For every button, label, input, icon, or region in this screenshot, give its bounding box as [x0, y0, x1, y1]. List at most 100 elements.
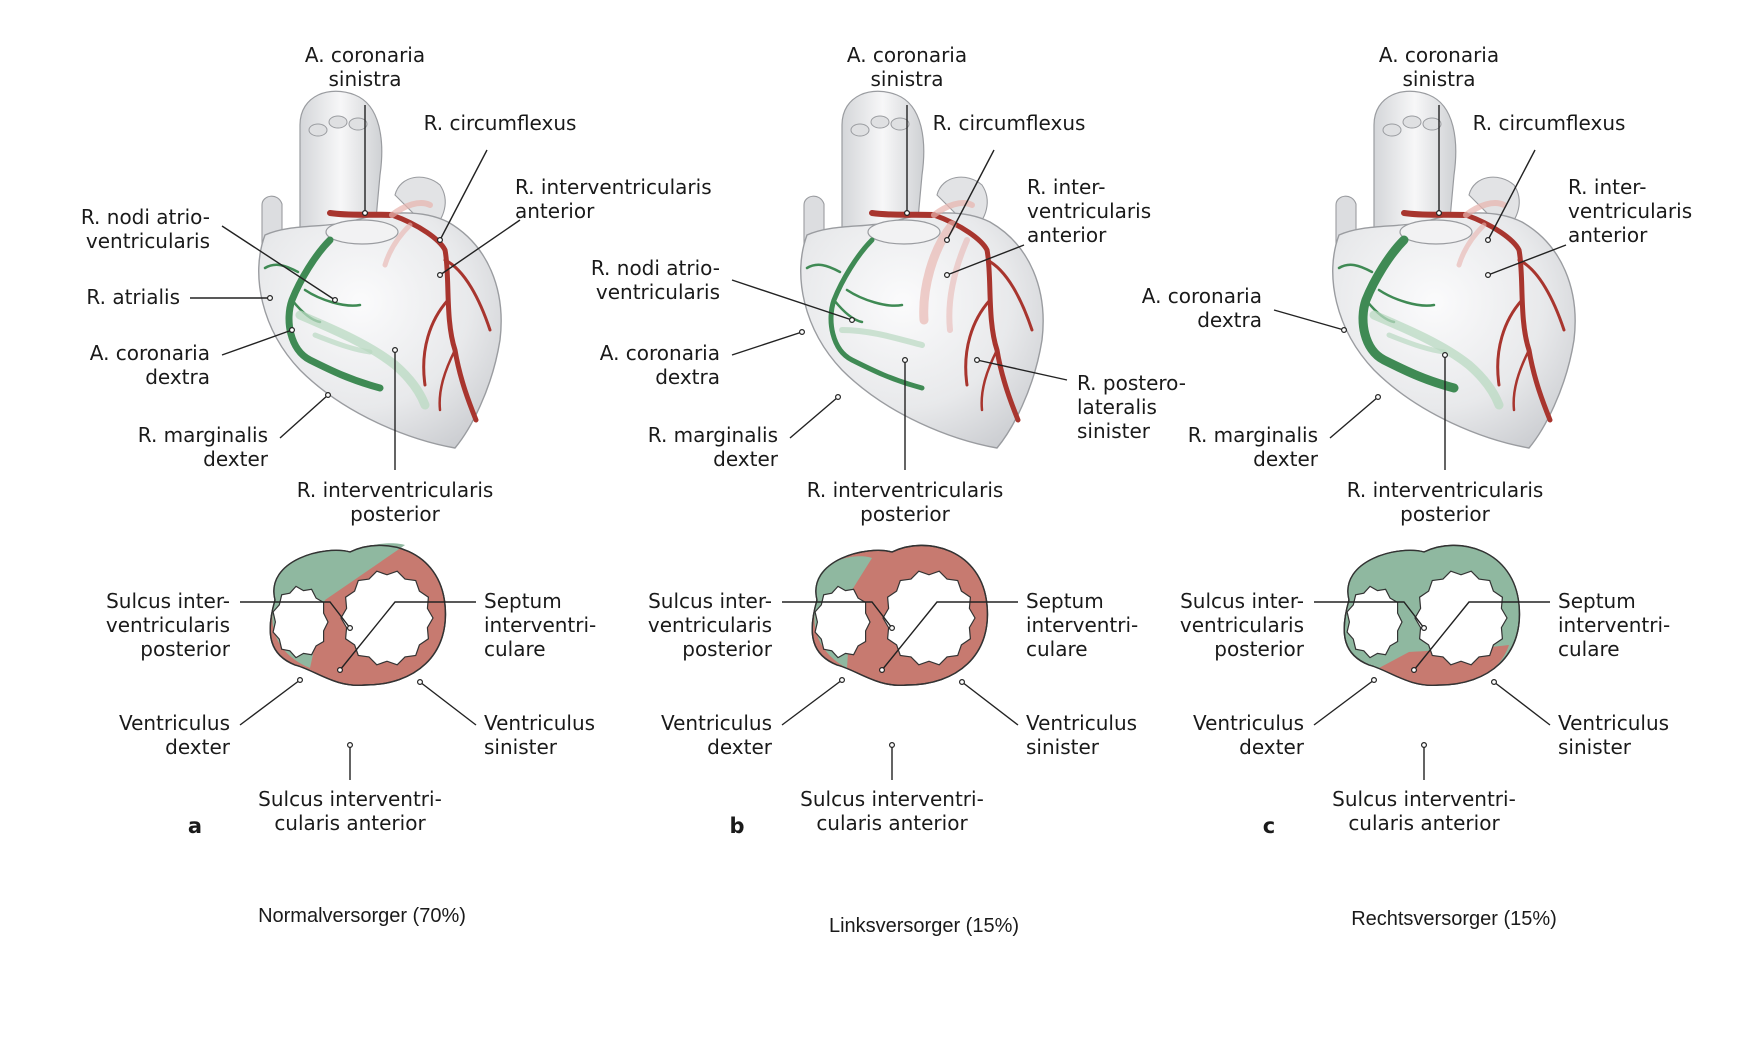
heart-icon — [1332, 212, 1576, 449]
great-vessel-icon — [348, 117, 368, 131]
label-septum-line: interventri- — [1026, 613, 1138, 637]
label-sulcus-anterior-line: Sulcus interventri- — [800, 787, 984, 811]
label-ventriculus-dexter-line: dexter — [165, 735, 231, 759]
leader-r-circumflexus — [1487, 149, 1536, 241]
aorta-icon — [299, 90, 383, 231]
label-r-iv-posterior: R. interventricularis posterior — [807, 478, 1004, 526]
label-a-coronaria-sinistra-line: sinistra — [871, 67, 944, 91]
label-sulcus-posterior-line: posterior — [682, 637, 773, 661]
label-a-coronaria-dextra: A. coronaria dextra — [1142, 284, 1262, 332]
lad-distal-branch — [980, 348, 999, 412]
leader-sulcus-posterior — [240, 601, 351, 629]
leader-r-circumflexus — [946, 149, 995, 241]
label-ventriculus-dexter-line: dexter — [707, 735, 773, 759]
label-r-circumflexus-line: R. circumflexus — [1473, 111, 1626, 135]
label-ventriculus-sinister-line: Ventriculus — [1558, 711, 1669, 735]
heart-icon — [800, 212, 1044, 449]
label-sulcus-posterior: Sulcus inter-ventricularis posterior — [648, 589, 773, 661]
lad-diagonal-branch — [985, 258, 1034, 332]
label-sulcus-posterior-line: Sulcus inter- — [1180, 589, 1304, 613]
leader-r-iv-posterior-dot — [392, 347, 399, 354]
great-vessel-icon — [328, 115, 348, 129]
label-r-iv-posterior: R. interventricularis posterior — [1347, 478, 1544, 526]
leader-septum-dot — [879, 666, 886, 673]
label-r-iv-anterior-line: R. inter- — [1568, 175, 1646, 199]
label-r-iv-posterior-line: posterior — [350, 502, 441, 526]
label-r-iv-posterior: R. interventricularis posterior — [297, 478, 494, 526]
label-sulcus-posterior-line: Sulcus inter- — [648, 589, 772, 613]
panel-letter: c — [1263, 814, 1275, 838]
leader-r-iv-anterior-dot — [437, 272, 444, 279]
label-ventriculus-sinister-line: sinister — [484, 735, 558, 759]
valve-ring-icon — [1399, 219, 1473, 245]
label-septum: Septum interventri-culare — [1026, 589, 1138, 661]
leader-r-iv-posterior-dot — [1442, 352, 1449, 359]
label-r-marginalis-line: R. marginalis — [648, 423, 778, 447]
great-vessel-icon — [1402, 115, 1422, 129]
leader-r-circumflexus-dot — [944, 237, 951, 244]
label-a-coronaria-dextra-line: dextra — [145, 365, 210, 389]
label-a-coronaria-sinistra: A. coronaria sinistra — [305, 43, 425, 91]
r-iv-posterior-faint — [295, 310, 430, 410]
label-r-marginalis-line: R. marginalis — [1188, 423, 1318, 447]
label-r-iv-anterior: R. interventricularis anterior — [515, 175, 712, 223]
leader-r-marginalis — [1329, 396, 1379, 439]
leader-r-marginalis-dot — [325, 392, 332, 399]
label-r-iv-anterior-line: R. interventricularis — [515, 175, 712, 199]
r-circumflexus-vessel — [1463, 200, 1507, 218]
label-r-marginalis: R. marginalis dexter — [138, 423, 269, 471]
leader-ventriculus-dexter — [239, 679, 301, 726]
lad-diagonal-branch — [443, 258, 492, 332]
label-sulcus-posterior-line: Sulcus inter- — [106, 589, 230, 613]
r-iv-posterior-faint — [1369, 310, 1504, 410]
leader-a-coronaria-dextra — [221, 329, 293, 356]
label-septum-line: culare — [484, 637, 546, 661]
label-sulcus-posterior-line: ventricularis — [106, 613, 230, 637]
label-r-iv-posterior-line: posterior — [1400, 502, 1491, 526]
label-septum: Septum interventri-culare — [1558, 589, 1670, 661]
label-r-circumflexus: R. circumflexus — [1473, 111, 1626, 135]
right-coronary-artery — [285, 236, 384, 392]
label-ventriculus-dexter: Ventriculus dexter — [119, 711, 231, 759]
label-r-marginalis-line: dexter — [713, 447, 779, 471]
leader-sulcus-posterior — [1314, 601, 1425, 629]
leader-septum — [1413, 601, 1550, 671]
label-ventriculus-sinister-line: sinister — [1026, 735, 1100, 759]
leader-ventriculus-sinister-dot — [1491, 678, 1498, 685]
label-a-coronaria-sinistra-line: A. coronaria — [847, 43, 967, 67]
lad-distal-branch — [1512, 348, 1531, 412]
label-septum-line: culare — [1026, 637, 1088, 661]
great-vessel-icon — [308, 123, 328, 137]
label-r-circumflexus-line: R. circumflexus — [933, 111, 1086, 135]
leader-septum-dot — [1411, 666, 1418, 673]
label-sulcus-anterior-line: cularis anterior — [816, 811, 968, 835]
label-septum-line: interventri- — [1558, 613, 1670, 637]
panel-letter: a — [188, 814, 202, 838]
leader-a-coronaria-dextra-dot — [799, 329, 806, 336]
label-r-nodi-line: R. nodi atrio- — [591, 256, 720, 280]
label-a-coronaria-dextra-line: A. coronaria — [600, 341, 720, 365]
label-a-coronaria-dextra-line: A. coronaria — [1142, 284, 1262, 308]
label-sulcus-anterior-line: cularis anterior — [274, 811, 426, 835]
leader-septum-dot — [337, 666, 344, 673]
leader-ventriculus-dexter — [781, 679, 843, 726]
leader-r-nodi — [221, 225, 336, 301]
r-posterolateralis-faint — [919, 220, 957, 325]
label-a-coronaria-dextra: A. coronaria dextra — [90, 341, 210, 389]
label-ventriculus-dexter-line: Ventriculus — [661, 711, 772, 735]
label-r-atrialis: R. atrialis — [86, 285, 180, 309]
leader-r-marginalis — [279, 394, 329, 439]
label-septum-line: Septum — [1558, 589, 1636, 613]
label-r-nodi: R. nodi atrio-ventricularis — [591, 256, 720, 304]
leader-ventriculus-sinister-dot — [959, 678, 966, 685]
label-a-coronaria-dextra: A. coronaria dextra — [600, 341, 720, 389]
right-ventricle-cavity — [1346, 585, 1403, 659]
leader-a-coronaria-dextra — [1273, 309, 1345, 331]
label-r-iv-anterior-line: ventricularis — [1027, 199, 1151, 223]
rca-small-branch — [1377, 288, 1436, 307]
leader-ventriculus-dexter-dot — [297, 676, 304, 683]
label-ventriculus-sinister-line: sinister — [1558, 735, 1632, 759]
